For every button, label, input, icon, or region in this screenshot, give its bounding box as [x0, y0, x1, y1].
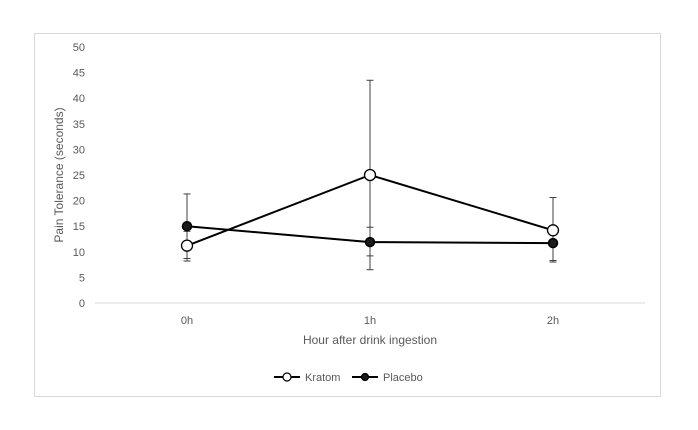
- x-tick-label: 0h: [181, 315, 193, 327]
- legend-marker: [282, 372, 292, 382]
- y-tick-label: 25: [73, 170, 85, 182]
- y-tick-label: 50: [73, 42, 85, 54]
- legend-label-kratom: Kratom: [305, 372, 340, 384]
- data-point-kratom: [546, 224, 560, 237]
- data-point-placebo: [181, 220, 193, 232]
- y-tick-label: 30: [73, 144, 85, 156]
- legend-label-placebo: Placebo: [383, 372, 423, 384]
- y-tick-label: 5: [79, 272, 85, 284]
- y-tick-label: 40: [73, 93, 85, 105]
- chart-frame: [34, 33, 661, 397]
- data-point-placebo: [364, 236, 376, 248]
- x-tick-label: 1h: [364, 315, 376, 327]
- y-tick-label: 15: [73, 221, 85, 233]
- y-axis-title: Pain Tolerance (seconds): [52, 107, 66, 242]
- y-tick-label: 20: [73, 196, 85, 208]
- y-tick-label: 45: [73, 68, 85, 80]
- x-axis-title: Hour after drink ingestion: [303, 333, 437, 347]
- y-tick-label: 10: [73, 247, 85, 259]
- data-point-kratom: [363, 168, 377, 182]
- y-tick-label: 0: [79, 298, 85, 310]
- legend-marker: [360, 372, 370, 382]
- data-point-placebo: [547, 237, 559, 249]
- data-point-kratom: [180, 239, 194, 252]
- y-tick-label: 35: [73, 119, 85, 131]
- legend: Kratom Placebo: [274, 372, 423, 384]
- x-tick-label: 2h: [547, 315, 559, 327]
